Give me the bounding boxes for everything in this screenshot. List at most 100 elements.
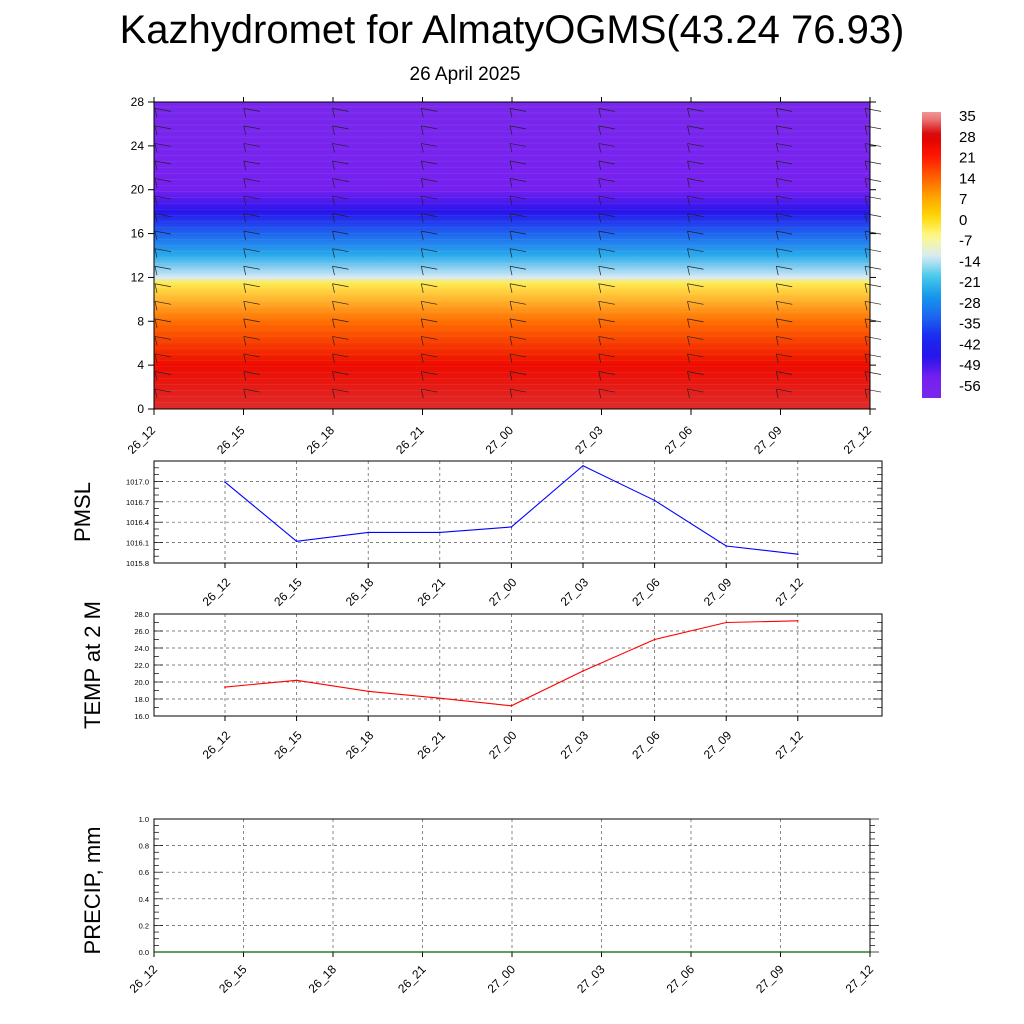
x-tick-label: 26_21 (414, 575, 448, 609)
wind-barb (243, 178, 260, 188)
wind-barb (243, 248, 260, 258)
wind-barb (332, 388, 349, 399)
wind-barb (154, 248, 172, 258)
wind-barb (775, 388, 793, 399)
data-point (439, 697, 441, 699)
x-tick-label: 27_12 (772, 728, 806, 762)
wind-barb (598, 143, 615, 153)
wind-barb (420, 300, 438, 311)
wind-barb (332, 371, 349, 381)
y-tick-label: 12 (131, 270, 145, 284)
wind-barb (243, 125, 260, 135)
wind-barb (687, 195, 704, 206)
y-tick-label: 1017.0 (126, 477, 149, 486)
x-tick-label: 27_06 (662, 423, 696, 457)
wind-barb (154, 336, 172, 346)
wind-barb (687, 108, 704, 118)
colorbar-label: 21 (959, 150, 976, 167)
colorbar-label: -56 (959, 378, 981, 395)
wind-barb (687, 318, 704, 328)
wind-barb (687, 353, 704, 364)
wind-barb (775, 195, 793, 206)
wind-barb (687, 283, 704, 293)
wind-barb (864, 388, 882, 399)
data-point (725, 545, 727, 547)
x-tick-label: 27_06 (664, 962, 698, 996)
x-tick-label: 27_12 (772, 575, 806, 609)
chart-title: Kazhydromet for AlmatyOGMS(43.24 76.93) (119, 8, 905, 52)
wind-barb (775, 160, 793, 171)
wind-barb (420, 283, 438, 293)
wind-barb (509, 230, 527, 241)
x-tick-label: 26_12 (125, 423, 159, 457)
wind-barb (243, 265, 260, 276)
colorbar-label: 14 (959, 170, 976, 187)
data-point (224, 686, 226, 688)
wind-barb (687, 336, 704, 346)
y-tick-label: 1016.4 (126, 518, 149, 527)
wind-barb (598, 265, 615, 276)
wind-barb (598, 160, 615, 171)
wind-barb (243, 160, 260, 171)
x-tick-label: 26_18 (304, 423, 338, 457)
colorbar-label: -28 (959, 295, 981, 312)
wind-barb (598, 318, 615, 328)
wind-barb (154, 108, 172, 118)
wind-barb (598, 195, 615, 206)
data-point (797, 620, 799, 622)
wind-barb (687, 388, 704, 399)
wind-barb (332, 336, 349, 346)
data-point (653, 499, 656, 502)
x-tick-label: 26_12 (127, 962, 161, 996)
wind-barb (420, 318, 438, 328)
wind-barb (154, 125, 172, 135)
data-point (439, 531, 441, 534)
wind-barb (687, 248, 704, 258)
wind-barb (420, 353, 438, 364)
data-point (367, 690, 370, 693)
wind-barb (864, 265, 882, 276)
wind-barb (509, 265, 527, 276)
wind-barb (864, 300, 882, 311)
wind-barb (864, 283, 882, 293)
wind-barb (154, 353, 172, 364)
x-tick-label: 27_09 (701, 575, 735, 609)
x-tick-label: 26_15 (214, 423, 248, 457)
wind-barb (332, 195, 349, 206)
wind-barb (332, 143, 349, 153)
y-tick-label: 1015.8 (126, 559, 149, 568)
y-tick-label: 0.4 (139, 895, 149, 904)
wind-barb (243, 143, 260, 153)
wind-barb (687, 371, 704, 381)
x-tick-label: 27_06 (629, 728, 663, 762)
wind-barb (420, 388, 438, 399)
wind-barb (687, 178, 704, 188)
wind-barb (864, 248, 882, 258)
x-tick-label: 27_12 (843, 962, 877, 996)
x-tick-label: 26_18 (343, 728, 377, 762)
data-point (295, 679, 298, 682)
wind-barb (154, 230, 172, 241)
y-tick-label: 18.0 (134, 695, 149, 704)
wind-barb (420, 108, 438, 118)
y-tick-label: 16.0 (134, 712, 149, 721)
wind-barb (509, 353, 527, 364)
wind-barb (775, 300, 793, 311)
wind-barb (243, 300, 260, 311)
wind-barb (864, 160, 882, 171)
colorbar-label: -49 (959, 357, 981, 374)
wind-barb (509, 125, 527, 135)
wind-barb (154, 283, 172, 293)
wind-barb (775, 143, 793, 153)
wind-barb (332, 300, 349, 311)
y-tick-label: 0.8 (139, 842, 149, 851)
wind-barb (509, 160, 527, 171)
x-tick-label: 27_00 (483, 423, 517, 457)
wind-barb (775, 213, 793, 223)
wind-barb (598, 300, 615, 311)
y-tick-label: 20.0 (134, 678, 149, 687)
colorbar-label: 35 (959, 108, 976, 125)
data-point (797, 553, 799, 555)
wind-barb (243, 388, 260, 399)
wind-barb (864, 125, 882, 135)
